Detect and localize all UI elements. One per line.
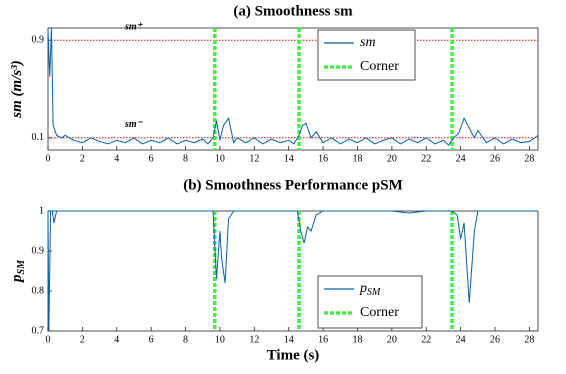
- legend-label-sub: SM: [367, 287, 381, 298]
- legend-label: Corner: [360, 305, 399, 320]
- x-tick-label: 12: [249, 153, 259, 164]
- x-tick-label: 16: [318, 153, 328, 164]
- y-tick-label: 0.7: [32, 325, 45, 336]
- x-tick-label: 26: [490, 334, 500, 345]
- x-tick-label: 22: [421, 153, 431, 164]
- x-tick-label: 26: [490, 153, 500, 164]
- plot-area: [47, 210, 539, 332]
- y-tick-label: 0.8: [32, 285, 45, 296]
- y-axis-label-main: p: [9, 274, 25, 284]
- x-tick-label: 14: [284, 153, 294, 164]
- x-tick-label: 20: [387, 153, 397, 164]
- x-tick-label: 0: [46, 153, 51, 164]
- x-axis-label: Time (s): [267, 347, 320, 363]
- series-line: [47, 210, 538, 332]
- x-tick-label: 12: [249, 334, 259, 345]
- legend-box: [317, 275, 423, 329]
- y-axis-label-sub: SM: [16, 259, 27, 275]
- legend-box: [317, 29, 416, 81]
- y-tick-label: 1: [39, 205, 44, 216]
- x-tick-label: 4: [114, 153, 119, 164]
- legend-label: sm: [360, 35, 376, 50]
- x-tick-label: 8: [183, 153, 188, 164]
- x-tick-label: 28: [524, 153, 534, 164]
- threshold-label: sm⁺: [124, 21, 144, 32]
- x-tick-label: 2: [80, 153, 85, 164]
- y-axis-label: pSM: [9, 259, 27, 284]
- threshold-label: sm⁻: [124, 119, 144, 130]
- x-tick-label: 10: [215, 153, 225, 164]
- series-line: [47, 27, 539, 146]
- x-tick-label: 18: [352, 334, 362, 345]
- y-tick-label: 0.1: [32, 132, 45, 143]
- x-tick-label: 24: [456, 153, 466, 164]
- x-tick-label: 8: [183, 334, 188, 345]
- x-tick-label: 0: [46, 334, 51, 345]
- x-tick-label: 14: [284, 334, 294, 345]
- y-axis-label-main: sm (m/s³): [9, 60, 25, 118]
- plot-area: [47, 27, 539, 151]
- x-tick-label: 4: [114, 334, 119, 345]
- x-tick-label: 18: [352, 153, 362, 164]
- x-tick-label: 24: [456, 334, 466, 345]
- legend-label: Corner: [360, 59, 399, 74]
- legend-label-main: p: [359, 281, 367, 296]
- x-tick-label: 6: [149, 153, 154, 164]
- y-axis-label: sm (m/s³): [9, 60, 25, 118]
- legend-label-main: sm: [360, 35, 376, 50]
- chart-title: (a) Smoothness sm: [233, 3, 353, 19]
- legend-label: pSM: [359, 281, 381, 298]
- x-tick-label: 16: [318, 334, 328, 345]
- x-tick-label: 10: [215, 334, 225, 345]
- chart-title: (b) Smoothness Performance pSM: [183, 177, 403, 193]
- y-tick-label: 0.9: [32, 245, 45, 256]
- y-tick-label: 0.9: [32, 34, 45, 45]
- x-tick-label: 20: [387, 334, 397, 345]
- x-tick-label: 28: [524, 334, 534, 345]
- x-tick-label: 2: [80, 334, 85, 345]
- x-tick-label: 22: [421, 334, 431, 345]
- x-tick-label: 6: [149, 334, 154, 345]
